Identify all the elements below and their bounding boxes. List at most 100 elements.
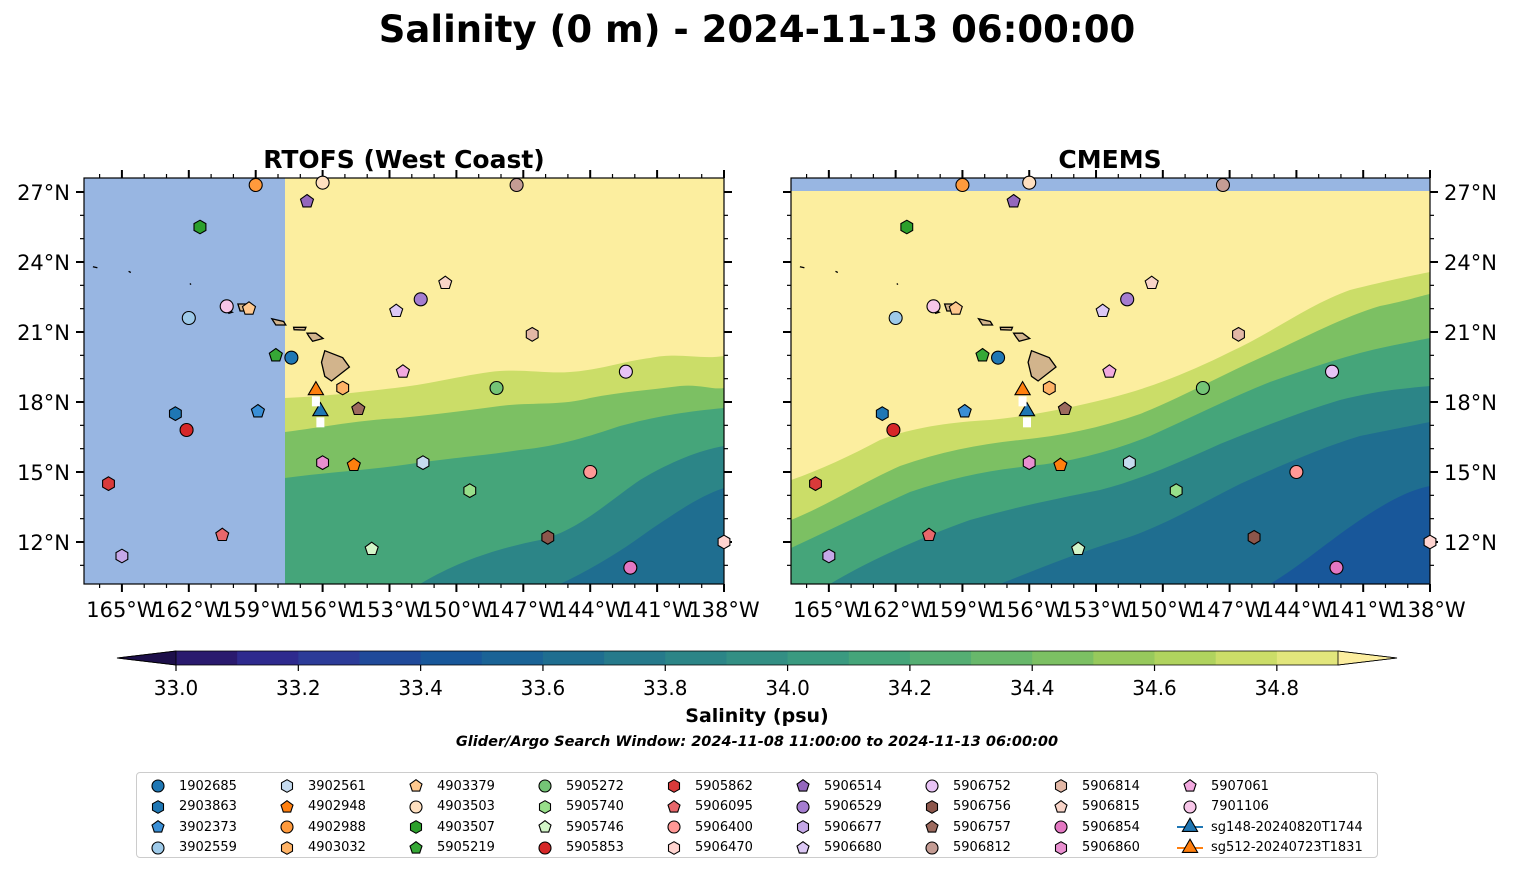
colorbar-segment: [298, 651, 360, 665]
rtofs-marker-3902559: [181, 310, 196, 326]
cmems-x-tick-label: 141°W: [1328, 598, 1400, 622]
cmems-marker-4903032: [1042, 380, 1056, 396]
legend-item: 3902561: [274, 776, 366, 796]
cmems-map: [791, 178, 1430, 584]
rtofs-marker-5906815: [438, 275, 453, 290]
legend-label: 5907061: [1211, 778, 1269, 794]
legend-marker-5906814: [1054, 779, 1068, 793]
rtofs-island-6: [189, 283, 192, 286]
legend-symbol: [409, 820, 423, 834]
cmems-marker-5906756: [1247, 529, 1261, 545]
rtofs-marker-5905740: [463, 483, 477, 499]
figure-title: Salinity (0 m) - 2024-11-13 06:00:00: [379, 8, 1135, 51]
rtofs-y-tick-label: 12°N: [17, 531, 70, 555]
rtofs-island-7: [128, 270, 132, 274]
legend-label: 4902948: [308, 799, 366, 814]
legend-label: 1902685: [179, 778, 237, 794]
legend-label: 5906860: [1082, 840, 1140, 855]
rtofs-marker-5905219: [268, 347, 283, 362]
legend-symbol: [1183, 779, 1197, 792]
rtofs-marker-4902948: [346, 457, 361, 472]
rtofs-y-tick-label: 21°N: [17, 321, 70, 345]
rtofs-x-tick-label: 150°W: [421, 598, 493, 622]
legend-label: 5906470: [695, 840, 753, 855]
colorbar-segment: [1276, 651, 1339, 665]
rtofs-marker-5905853: [179, 422, 194, 438]
legend-label: 3902559: [179, 840, 237, 855]
rtofs-x-tick-label: 144°W: [555, 598, 627, 622]
legend-item: 4902988: [274, 817, 366, 837]
legend-marker-5906680: [796, 840, 810, 854]
legend-marker-4903503: [409, 799, 423, 814]
cmems-marker-2903863: [875, 406, 889, 422]
legend-marker-4903032: [280, 840, 294, 855]
legend-marker-5905853: [538, 840, 552, 855]
rtofs-marker-5906514: [299, 193, 315, 208]
legend-symbol: [280, 799, 294, 813]
legend-label: 3902561: [308, 778, 366, 794]
legend-symbol: [538, 799, 552, 814]
rtofs-marker-1902685: [284, 350, 299, 365]
cmems-y-tick-label: 18°N: [1444, 391, 1497, 415]
rtofs-marker-7901106: [219, 299, 234, 314]
cmems-marker-sg512-20240723T1831: [1014, 380, 1032, 396]
legend-item: 5906860: [1048, 838, 1140, 858]
rtofs-y-tick-label: 18°N: [17, 391, 70, 415]
legend-symbol: [1181, 837, 1199, 853]
legend-marker-3902561: [280, 779, 294, 793]
rtofs-marker-5906757: [351, 401, 366, 416]
rtofs-marker-5905862: [102, 476, 115, 492]
legend-symbol: [409, 779, 423, 792]
legend-item: 3902373: [145, 817, 237, 837]
panel-title-right: CMEMS: [1058, 145, 1161, 174]
legend-symbol: [1054, 779, 1068, 793]
colorbar-tick-label: 34.4: [1010, 676, 1055, 700]
legend-item: 5906812: [919, 838, 1011, 858]
legend-marker-2903863: [151, 799, 165, 814]
colorbar-segment: [665, 651, 727, 665]
legend-label: 5906529: [824, 799, 882, 814]
rtofs-marker-5906812: [509, 177, 524, 193]
legend-marker-5905219: [409, 840, 423, 854]
cmems-observations: [809, 175, 1437, 575]
legend-item: 4903507: [403, 817, 495, 837]
legend-symbol: [925, 799, 939, 814]
colorbar-tick-label: 34.6: [1132, 676, 1177, 700]
cmems-y-tick-label: 24°N: [1444, 251, 1497, 275]
legend-label: 5905853: [566, 840, 624, 855]
legend-symbol: [1183, 799, 1197, 814]
cmems-marker-5907061: [1102, 364, 1117, 378]
legend-label: 4903507: [437, 819, 495, 835]
legend-item: 5907061: [1177, 776, 1269, 796]
legend-label: sg512-20240723T1831: [1211, 840, 1363, 855]
rtofs-marker-5906814: [525, 326, 539, 342]
legend-label: 4902988: [308, 819, 366, 835]
rtofs-x-tick-label: 141°W: [621, 598, 693, 622]
legend-label: 5906814: [1082, 778, 1140, 794]
legend-item: 5905740: [532, 797, 624, 817]
colorbar-tick-label: 33.4: [398, 676, 443, 700]
colorbar-segment: [726, 651, 789, 665]
legend-symbol: [538, 840, 552, 855]
cmems-island-2: [999, 326, 1014, 331]
legend-marker-5906752: [925, 779, 939, 793]
cmems-marker-1902685: [991, 350, 1006, 365]
legend-item: 5906514: [790, 776, 882, 796]
cmems-salinity-band-core: [1270, 486, 1430, 584]
legend-symbol: [925, 820, 939, 833]
legend-label: 5905740: [566, 799, 624, 814]
legend-marker-7901106: [1183, 799, 1197, 814]
legend-symbol: [538, 779, 552, 793]
legend-symbol: [409, 799, 423, 814]
legend-item: 5905272: [532, 776, 624, 796]
legend-item: 4903503: [403, 797, 495, 817]
rtofs-island-1: [305, 332, 325, 343]
legend-label: 4903032: [308, 840, 366, 855]
cmems-y-tick-label: 21°N: [1444, 321, 1497, 345]
legend-marker-4903507: [409, 820, 423, 834]
legend-label: 2903863: [179, 799, 237, 814]
cmems-salinity-band-freshest: [1000, 422, 1430, 584]
legend-symbol: [151, 799, 165, 814]
cmems-x-tick-label: 150°W: [1127, 598, 1199, 622]
legend-item: 4903379: [403, 776, 495, 796]
